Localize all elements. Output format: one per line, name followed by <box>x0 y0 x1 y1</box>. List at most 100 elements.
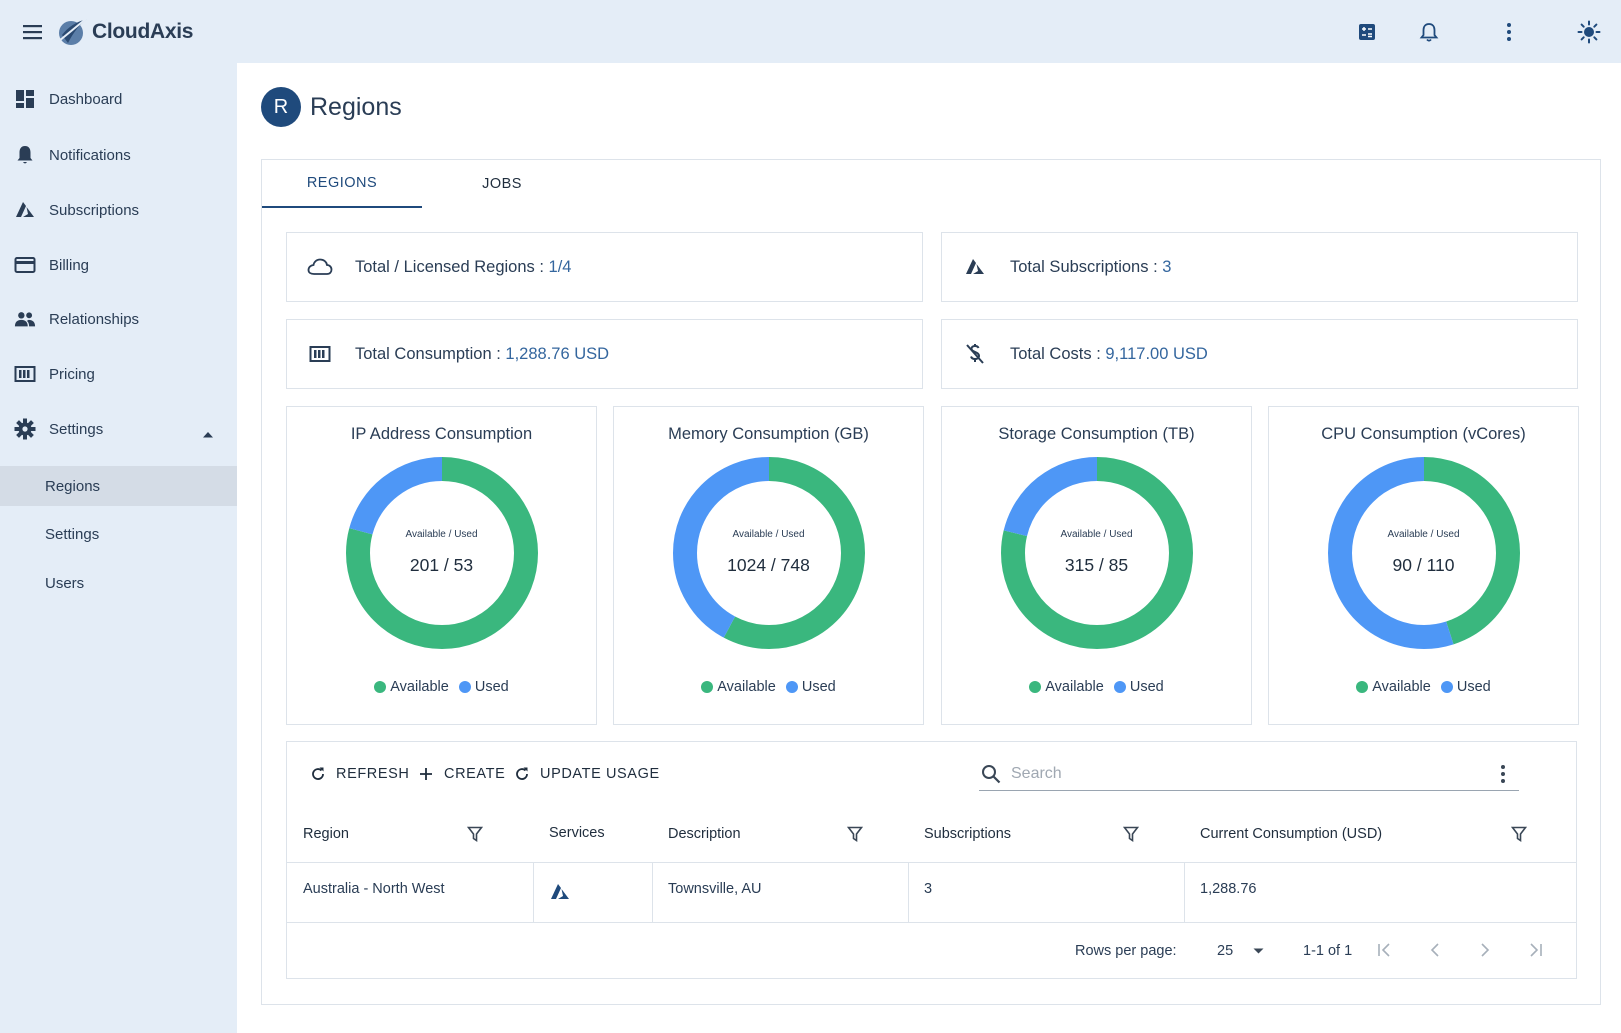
donut-segment-used[interactable] <box>1001 457 1193 649</box>
sidebar-item-pricing[interactable]: Pricing <box>0 354 237 394</box>
legend-item-available[interactable]: Available <box>374 679 449 695</box>
app-logo[interactable]: CloudAxis <box>56 14 193 50</box>
sidebar-item-settings[interactable]: Settings <box>0 409 237 449</box>
column-divider <box>908 862 909 922</box>
sidebar-item-subscriptions[interactable]: Subscriptions <box>0 190 237 230</box>
legend-label: Available <box>717 679 776 695</box>
sidebar-item-label: Relationships <box>49 310 140 328</box>
chart-center-value: 201 / 53 <box>409 555 474 575</box>
chart-center-caption: Available / Used <box>1387 529 1460 540</box>
sidebar-item-label: Billing <box>49 256 90 274</box>
hamburger-menu-icon[interactable] <box>20 20 46 44</box>
create-button[interactable]: CREATE <box>417 762 505 786</box>
column-header-subscriptions[interactable]: Subscriptions <box>924 826 1012 842</box>
donut-segment-used[interactable] <box>346 457 538 649</box>
legend-item-available[interactable]: Available <box>701 679 776 695</box>
update-usage-button[interactable]: UPDATE USAGE <box>513 762 660 786</box>
refresh-button[interactable]: REFRESH <box>309 762 410 786</box>
legend-item-used[interactable]: Used <box>1440 679 1491 695</box>
stat-value: 1/4 <box>548 257 572 276</box>
sidebar-item-label: Pricing <box>49 365 95 383</box>
legend-dot <box>1440 681 1453 693</box>
column-header-region[interactable]: Region <box>303 826 349 842</box>
create-label: CREATE <box>444 766 506 782</box>
column-header-description[interactable]: Description <box>668 826 741 842</box>
search-icon <box>981 764 1001 784</box>
chart-legend: Available Used <box>1269 679 1578 695</box>
filter-icon[interactable] <box>1510 826 1528 842</box>
legend-item-available[interactable]: Available <box>1029 679 1104 695</box>
sidebar-item-notifications[interactable]: Notifications <box>0 135 237 175</box>
more-vertical-icon[interactable] <box>1496 19 1522 45</box>
search-input[interactable] <box>1011 764 1491 783</box>
next-page-icon[interactable] <box>1474 939 1496 961</box>
meter-icon <box>307 341 333 367</box>
legend-label: Available <box>1372 679 1431 695</box>
chart-center-caption: Available / Used <box>1060 529 1133 540</box>
sidebar-subitem-settings[interactable]: Settings <box>0 514 237 554</box>
tab-regions[interactable]: REGIONS <box>262 160 422 208</box>
legend-dot <box>458 681 471 693</box>
table-more-vertical-icon[interactable] <box>1497 764 1509 784</box>
filter-icon[interactable] <box>466 826 484 842</box>
chart-title: CPU Consumption (vCores) <box>1321 425 1526 443</box>
top-app-bar: CloudAxis <box>0 0 1621 63</box>
refresh-label: REFRESH <box>336 766 410 782</box>
stat-costs: Total Costs : 9,117.00 USD <box>941 319 1578 389</box>
donut-chart <box>1328 457 1520 649</box>
legend-item-used[interactable]: Used <box>458 679 509 695</box>
donut-segment-used[interactable] <box>673 457 865 649</box>
legend-dot <box>1356 681 1369 693</box>
legend-label: Used <box>801 679 836 695</box>
sidebar-subitem-regions[interactable]: Regions <box>0 466 237 506</box>
chart-center-caption: Available / Used <box>732 529 805 540</box>
sidebar-item-billing[interactable]: Billing <box>0 245 237 285</box>
column-header-services[interactable]: Services <box>549 825 605 841</box>
theme-toggle-sun-icon[interactable] <box>1576 19 1602 45</box>
caret-up-icon[interactable] <box>202 425 214 443</box>
legend-label: Used <box>1456 679 1491 695</box>
legend-dot <box>701 681 714 693</box>
legend-item-available[interactable]: Available <box>1356 679 1431 695</box>
sidebar-subitem-users[interactable]: Users <box>0 563 237 603</box>
sidebar-item-label: Dashboard <box>49 90 123 108</box>
stat-label: Total Subscriptions : <box>1010 257 1163 276</box>
column-header-consumption[interactable]: Current Consumption (USD) <box>1200 826 1383 842</box>
calculator-icon[interactable] <box>1354 19 1380 45</box>
last-page-icon[interactable] <box>1524 939 1546 961</box>
sidebar-subitem-label: Regions <box>45 477 101 495</box>
previous-page-icon[interactable] <box>1424 939 1446 961</box>
stat-label: Total Consumption : <box>355 344 506 363</box>
legend-label: Used <box>474 679 509 695</box>
first-page-icon[interactable] <box>1374 939 1396 961</box>
people-icon <box>14 308 36 330</box>
stat-text: Total / Licensed Regions : 1/4 <box>355 258 571 277</box>
tab-jobs[interactable]: JOBS <box>482 176 522 192</box>
page-header: R Regions <box>261 87 402 127</box>
sidebar-item-label: Subscriptions <box>49 201 140 219</box>
stat-value: 1,288.76 USD <box>505 344 610 363</box>
sidebar-item-dashboard[interactable]: Dashboard <box>0 79 237 119</box>
column-divider <box>1184 862 1185 922</box>
filter-icon[interactable] <box>846 826 864 842</box>
azure-icon <box>14 199 36 221</box>
chart-center-caption: Available / Used <box>405 529 478 540</box>
search-field[interactable] <box>979 757 1519 791</box>
dropdown-arrow-icon <box>1253 948 1264 954</box>
notifications-bell-icon[interactable] <box>1416 19 1442 45</box>
filter-icon[interactable] <box>1122 826 1140 842</box>
rows-per-page-select[interactable]: 25 <box>1217 943 1277 959</box>
stat-consumption: Total Consumption : 1,288.76 USD <box>286 319 923 389</box>
legend-label: Available <box>390 679 449 695</box>
legend-item-used[interactable]: Used <box>785 679 836 695</box>
chart-card-cpu: CPU Consumption (vCores) Available / Use… <box>1268 406 1579 725</box>
donut-segment-used[interactable] <box>1328 457 1520 649</box>
stat-text: Total Costs : 9,117.00 USD <box>1010 345 1208 364</box>
legend-item-used[interactable]: Used <box>1113 679 1164 695</box>
sidebar-item-relationships[interactable]: Relationships <box>0 299 237 339</box>
gear-icon <box>14 418 36 440</box>
stat-label: Total / Licensed Regions : <box>355 257 549 276</box>
stat-value: 9,117.00 USD <box>1105 344 1208 363</box>
legend-dot <box>785 681 798 693</box>
dashboard-icon <box>14 88 36 110</box>
